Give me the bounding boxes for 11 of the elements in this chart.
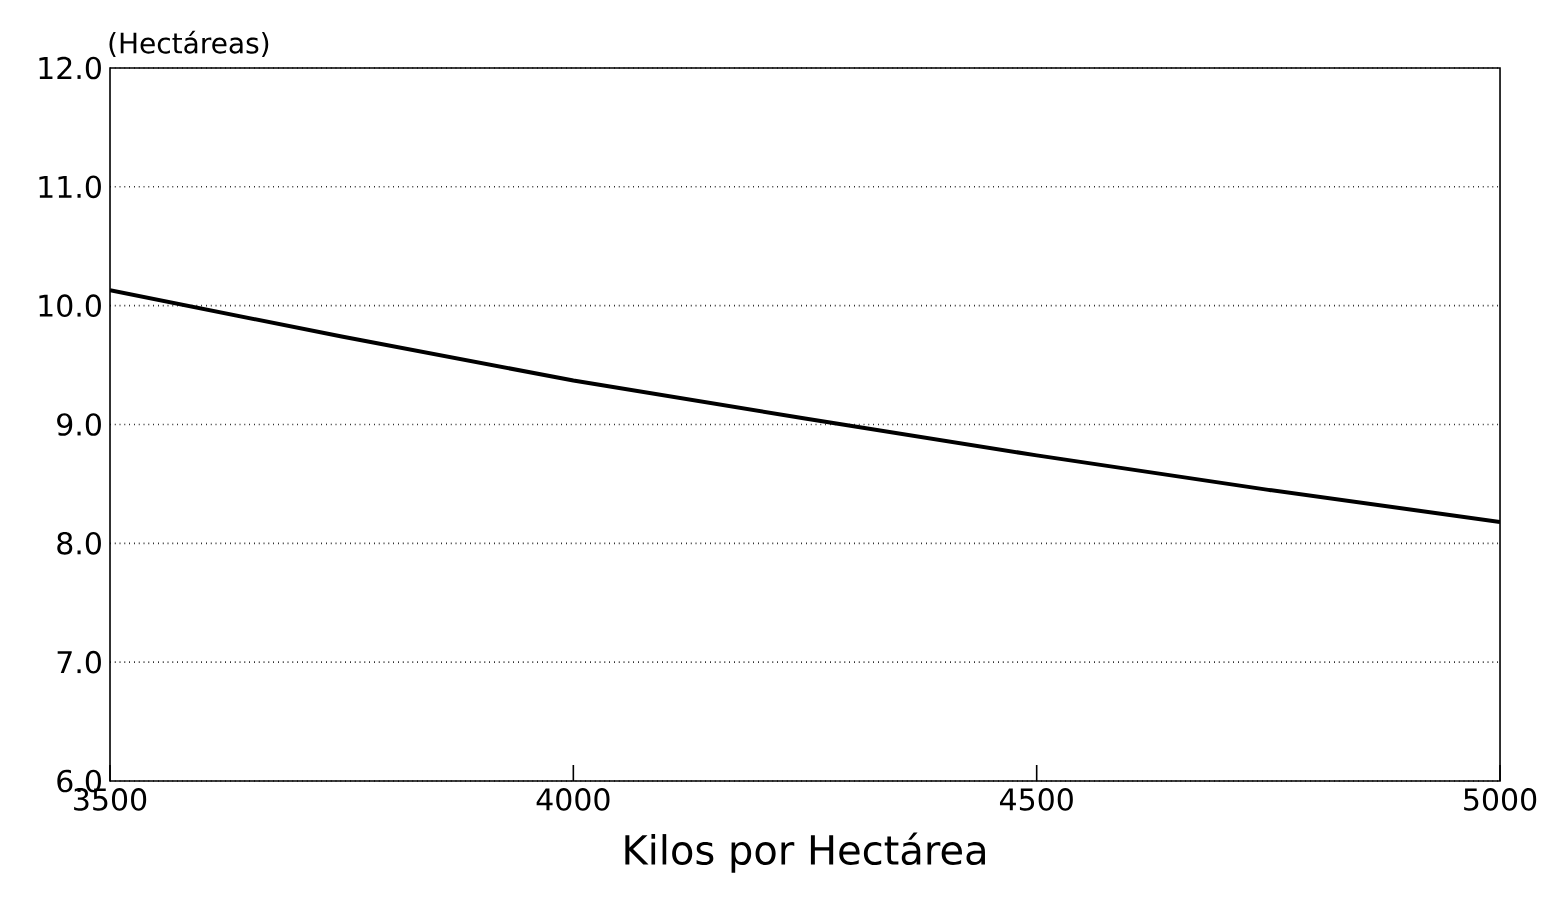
x-axis-title: Kilos por Hectárea xyxy=(625,832,985,873)
y-tick-label: 12.0 xyxy=(39,56,101,80)
x-tick-label: 4000 xyxy=(536,788,610,811)
y-axis-title: (Hectáreas) xyxy=(109,30,269,57)
y-tick-label: 9.0 xyxy=(57,413,101,436)
x-tick-label: 5000 xyxy=(1464,788,1537,811)
y-tick-label: 8.0 xyxy=(57,531,101,555)
y-tick-label: 11.0 xyxy=(39,175,101,199)
y-tick-label: 10.0 xyxy=(39,294,101,318)
x-tick-label: 4500 xyxy=(999,788,1073,811)
y-tick-label: 7.0 xyxy=(57,650,101,674)
